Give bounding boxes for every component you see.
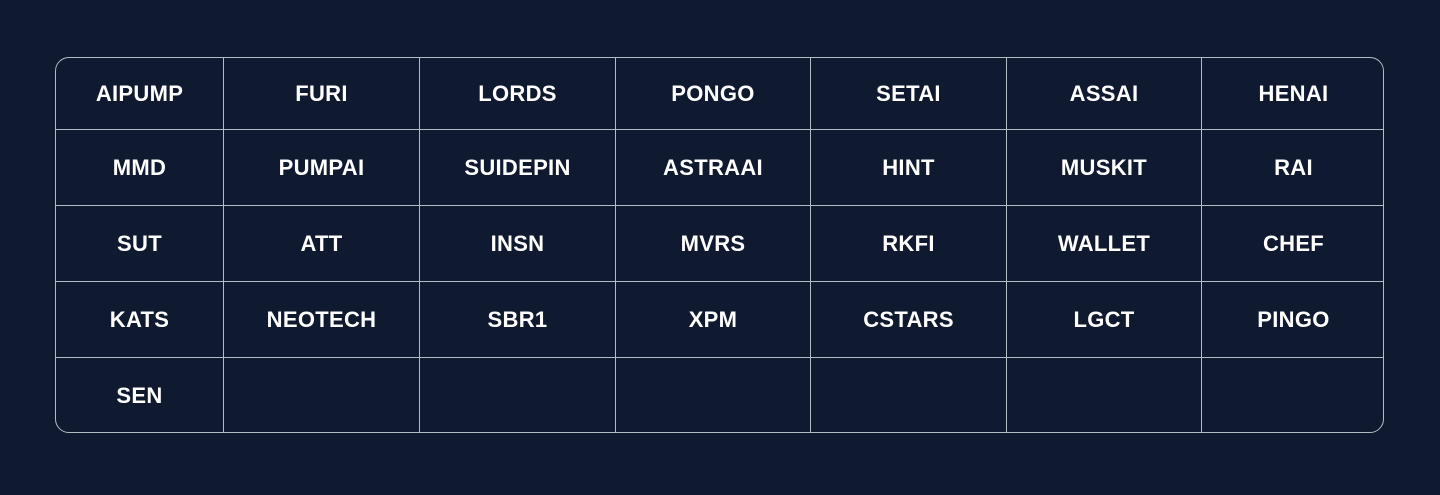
empty-cell [420, 358, 616, 432]
token-cell: CSTARS [811, 282, 1007, 358]
token-cell: PINGO [1202, 282, 1383, 358]
token-cell: SUT [56, 206, 224, 282]
token-cell: ATT [224, 206, 420, 282]
token-cell: SETAI [811, 58, 1007, 130]
token-cell: HINT [811, 130, 1007, 206]
token-cell: MMD [56, 130, 224, 206]
token-cell: SUIDEPIN [420, 130, 616, 206]
empty-cell [811, 358, 1007, 432]
token-cell: RKFI [811, 206, 1007, 282]
token-cell: XPM [616, 282, 811, 358]
token-cell: WALLET [1007, 206, 1202, 282]
token-cell: ASSAI [1007, 58, 1202, 130]
token-cell: INSN [420, 206, 616, 282]
token-cell: ASTRAAI [616, 130, 811, 206]
empty-cell [1007, 358, 1202, 432]
empty-cell [224, 358, 420, 432]
token-cell: LORDS [420, 58, 616, 130]
token-cell: PUMPAI [224, 130, 420, 206]
token-cell: AIPUMP [56, 58, 224, 130]
empty-cell [1202, 358, 1383, 432]
token-cell: SEN [56, 358, 224, 432]
token-cell: CHEF [1202, 206, 1383, 282]
token-cell: FURI [224, 58, 420, 130]
token-grid: AIPUMP FURI LORDS PONGO SETAI ASSAI HENAI MMD PU… [55, 57, 1384, 433]
empty-cell [616, 358, 811, 432]
token-cell: LGCT [1007, 282, 1202, 358]
token-cell: RAI [1202, 130, 1383, 206]
token-cell: MVRS [616, 206, 811, 282]
token-cell: HENAI [1202, 58, 1383, 130]
token-cell: SBR1 [420, 282, 616, 358]
token-cell: KATS [56, 282, 224, 358]
token-cell: MUSKIT [1007, 130, 1202, 206]
token-cell: NEOTECH [224, 282, 420, 358]
token-cell: PONGO [616, 58, 811, 130]
